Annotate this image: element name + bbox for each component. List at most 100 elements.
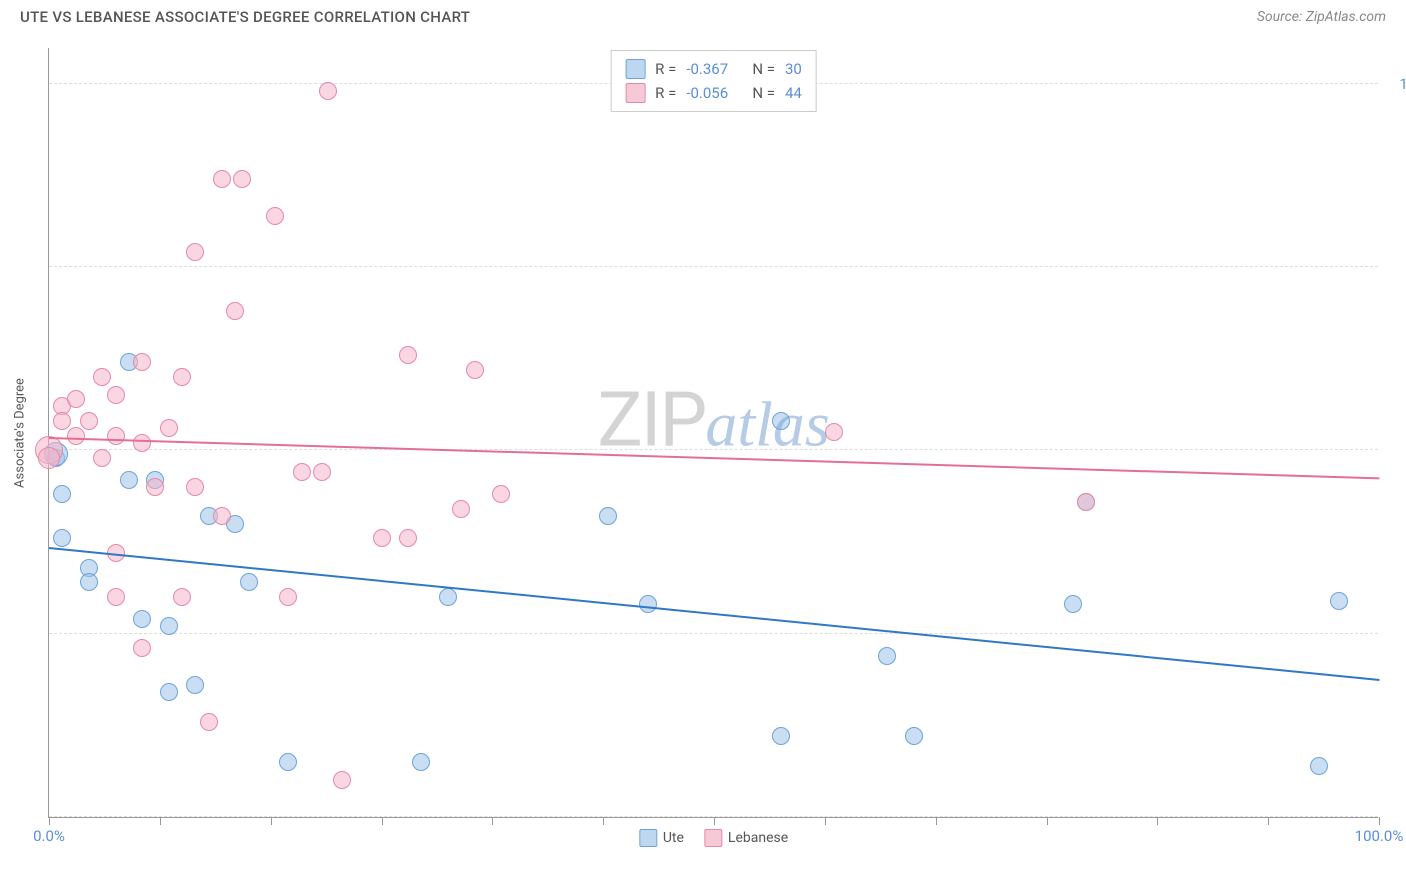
scatter-point: [80, 573, 98, 591]
x-tick: [492, 817, 493, 825]
scatter-point: [399, 529, 417, 547]
scatter-point: [772, 412, 790, 430]
scatter-point: [399, 346, 417, 364]
scatter-point: [279, 753, 297, 771]
scatter-point: [133, 353, 151, 371]
legend-swatch-ute-bottom: [639, 829, 657, 847]
x-tick: [714, 817, 715, 825]
scatter-point: [452, 500, 470, 518]
legend-series: Ute Lebanese: [639, 829, 788, 847]
x-tick: [1379, 817, 1380, 825]
scatter-point: [186, 676, 204, 694]
watermark: ZIPatlas: [597, 374, 830, 464]
x-tick: [1047, 817, 1048, 825]
legend-label-ute: Ute: [663, 830, 684, 846]
scatter-point: [1064, 595, 1082, 613]
chart-container: Associate's Degree ZIPatlas R = -0.367 N…: [48, 48, 1378, 818]
scatter-point: [133, 434, 151, 452]
scatter-point: [439, 588, 457, 606]
gridline: [49, 449, 1378, 450]
scatter-point: [67, 390, 85, 408]
x-tick: [382, 817, 383, 825]
x-tick: [603, 817, 604, 825]
gridline: [49, 633, 1378, 634]
y-tick-label: 25.0%: [1388, 625, 1406, 643]
x-tick: [1157, 817, 1158, 825]
scatter-point: [492, 485, 510, 503]
scatter-point: [160, 419, 178, 437]
scatter-point: [146, 478, 164, 496]
scatter-point: [1310, 757, 1328, 775]
scatter-point: [80, 412, 98, 430]
scatter-point: [200, 713, 218, 731]
scatter-point: [878, 647, 896, 665]
legend-stats: R = -0.367 N = 30 R = -0.056 N = 44: [610, 50, 817, 112]
scatter-point: [173, 368, 191, 386]
scatter-point: [213, 507, 231, 525]
trendline: [49, 437, 1379, 479]
gridline: [49, 266, 1378, 267]
scatter-point: [186, 243, 204, 261]
scatter-point: [213, 170, 231, 188]
n-value-ute: 30: [785, 57, 802, 81]
legend-item-lebanese: Lebanese: [704, 829, 788, 847]
scatter-point: [173, 588, 191, 606]
x-tick: [936, 817, 937, 825]
scatter-point: [279, 588, 297, 606]
scatter-point: [639, 595, 657, 613]
n-value-lebanese: 44: [785, 81, 802, 105]
legend-row-lebanese: R = -0.056 N = 44: [625, 81, 802, 105]
x-tick: [271, 817, 272, 825]
scatter-point: [233, 170, 251, 188]
legend-swatch-ute: [625, 59, 645, 79]
scatter-point: [53, 485, 71, 503]
scatter-point: [133, 639, 151, 657]
y-axis-label: Associate's Degree: [13, 378, 28, 488]
legend-row-ute: R = -0.367 N = 30: [625, 57, 802, 81]
scatter-point: [93, 449, 111, 467]
legend-swatch-lebanese-bottom: [704, 829, 722, 847]
scatter-point: [266, 207, 284, 225]
x-tick-label: 100.0%: [1355, 827, 1404, 845]
chart-source: Source: ZipAtlas.com: [1257, 9, 1386, 25]
scatter-point: [107, 386, 125, 404]
plot-area: ZIPatlas R = -0.367 N = 30 R = -0.056 N …: [48, 48, 1378, 818]
x-tick: [825, 817, 826, 825]
r-value-lebanese: -0.056: [686, 81, 742, 105]
scatter-point: [160, 683, 178, 701]
scatter-point: [120, 471, 138, 489]
legend-item-ute: Ute: [639, 829, 684, 847]
scatter-point: [160, 617, 178, 635]
scatter-point: [240, 573, 258, 591]
scatter-point: [373, 529, 391, 547]
scatter-point: [53, 412, 71, 430]
y-tick-label: 100.0%: [1388, 75, 1406, 93]
scatter-point: [1077, 493, 1095, 511]
scatter-point: [133, 610, 151, 628]
scatter-point: [905, 727, 923, 745]
scatter-point: [226, 302, 244, 320]
scatter-point: [67, 427, 85, 445]
x-tick: [1268, 817, 1269, 825]
x-tick: [49, 817, 50, 825]
legend-swatch-lebanese: [625, 83, 645, 103]
scatter-point: [107, 588, 125, 606]
scatter-point: [38, 447, 60, 469]
scatter-point: [313, 463, 331, 481]
y-tick-label: 75.0%: [1388, 258, 1406, 276]
scatter-point: [772, 727, 790, 745]
scatter-point: [412, 753, 430, 771]
trendline: [49, 547, 1379, 681]
scatter-point: [599, 507, 617, 525]
y-tick-label: 50.0%: [1388, 441, 1406, 459]
x-tick: [160, 817, 161, 825]
chart-title: UTE VS LEBANESE ASSOCIATE'S DEGREE CORRE…: [20, 8, 470, 26]
scatter-point: [1330, 592, 1348, 610]
legend-label-lebanese: Lebanese: [728, 830, 788, 846]
scatter-point: [333, 771, 351, 789]
scatter-point: [53, 529, 71, 547]
scatter-point: [825, 423, 843, 441]
scatter-point: [93, 368, 111, 386]
scatter-point: [186, 478, 204, 496]
chart-header: UTE VS LEBANESE ASSOCIATE'S DEGREE CORRE…: [0, 0, 1406, 30]
